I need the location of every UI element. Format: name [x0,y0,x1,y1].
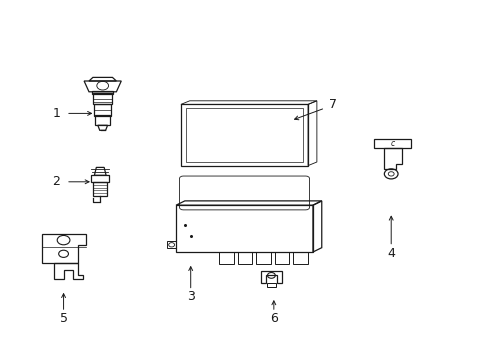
Text: 6: 6 [269,312,277,325]
Text: 7: 7 [328,98,336,111]
Text: c: c [390,139,394,148]
Bar [92,91,113,94]
Bar [95,115,110,125]
Text: 2: 2 [52,175,60,188]
Bar [94,104,111,116]
Bar [219,252,233,264]
Bar [274,252,289,264]
Bar [167,241,176,248]
Bar [256,252,270,264]
Bar [93,93,112,104]
Bar [93,182,107,196]
Text: 3: 3 [186,291,194,303]
Bar [293,252,307,264]
Bar [91,175,109,182]
Text: 5: 5 [60,312,67,325]
Text: 1: 1 [52,107,60,120]
Text: 4: 4 [386,247,394,260]
Bar [237,252,252,264]
